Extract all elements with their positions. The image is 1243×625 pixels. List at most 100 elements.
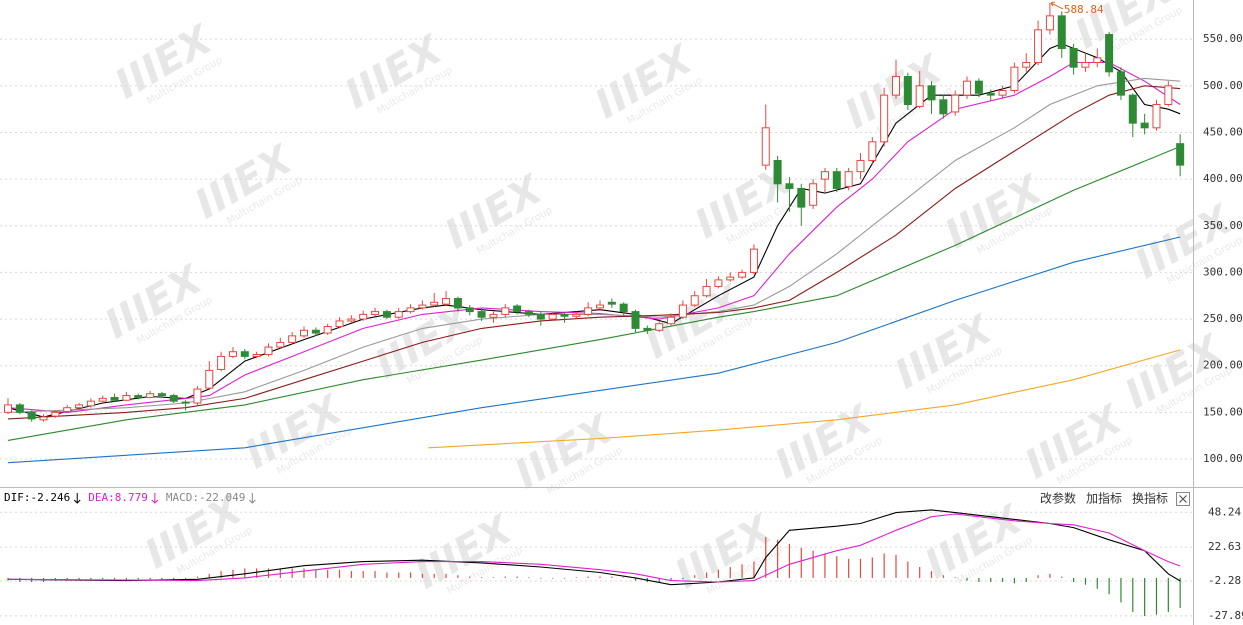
candle-body — [1140, 122, 1149, 129]
toolbar-button[interactable]: 换指标 — [1132, 491, 1168, 506]
candle-body — [335, 320, 344, 328]
candle-body — [146, 393, 155, 398]
candle-body — [714, 279, 723, 287]
candle-body — [477, 311, 486, 318]
y-tick-label: 22.63 — [1208, 540, 1241, 553]
close-button[interactable] — [1176, 492, 1190, 506]
candle-body — [963, 80, 972, 96]
legend-arrow — [248, 493, 256, 504]
candle-body — [892, 76, 900, 96]
candle-body — [974, 80, 983, 94]
candle-body — [726, 276, 735, 281]
candle-body — [643, 327, 652, 331]
y-tick-label: -2.28 — [1208, 574, 1241, 587]
candle-body — [1010, 66, 1019, 91]
candle-body — [347, 318, 356, 322]
candle-body — [406, 307, 415, 313]
candle-body — [15, 404, 24, 413]
ma-line — [428, 349, 1181, 449]
candle-body — [169, 395, 178, 402]
toolbar-button[interactable]: 加指标 — [1086, 491, 1122, 506]
candle-body — [453, 298, 462, 309]
candle-body — [288, 335, 297, 343]
candle-body — [394, 311, 403, 318]
candle-body — [560, 313, 569, 317]
legend-arrow — [151, 493, 159, 504]
y-tick-label: 200.00 — [1203, 359, 1243, 372]
candle-body — [39, 416, 48, 421]
candle-body — [951, 94, 960, 113]
candle-body — [430, 301, 439, 306]
ma-line — [7, 236, 1181, 464]
y-tick-label: 500.00 — [1203, 79, 1243, 92]
candle-body — [86, 400, 95, 407]
candle-body — [489, 313, 498, 318]
candle-body — [75, 404, 84, 409]
candle-body — [524, 311, 533, 315]
candle-body — [1152, 103, 1161, 129]
y-tick-label: -27.89 — [1208, 609, 1243, 622]
candle-body — [868, 141, 877, 161]
toolbar-button[interactable]: 改参数 — [1040, 491, 1076, 506]
candle-body — [655, 323, 664, 331]
candle-body — [584, 307, 593, 315]
candle-body — [1057, 15, 1066, 50]
candle-body — [1093, 57, 1102, 64]
candle-body — [619, 303, 628, 313]
ma-line — [7, 85, 1181, 420]
candle-body — [371, 311, 380, 315]
candle-body — [596, 304, 604, 309]
candle-body — [998, 89, 1007, 96]
candle-body — [702, 285, 711, 297]
candle-body — [856, 159, 865, 173]
candle-body — [761, 127, 770, 166]
candle-body — [27, 411, 36, 420]
high-label: 588.84 — [1064, 3, 1104, 16]
candle-body — [240, 351, 249, 357]
candle-body — [607, 301, 616, 305]
candle-body — [738, 271, 747, 278]
y-tick-label: 250.00 — [1203, 312, 1243, 325]
candle-body — [4, 404, 12, 413]
candle-body — [773, 159, 782, 185]
candle-body — [797, 187, 806, 208]
candle-body — [785, 183, 794, 189]
candle-body — [631, 311, 640, 329]
candle-body — [820, 171, 829, 180]
candle-body — [181, 401, 190, 404]
candle-body — [382, 311, 391, 318]
candle-body — [300, 329, 308, 337]
candle-body — [465, 307, 474, 313]
candle-body — [217, 355, 226, 370]
candle-body — [1022, 62, 1031, 68]
candle-body — [1164, 85, 1173, 105]
candle-body — [986, 92, 995, 96]
candle-body — [63, 407, 72, 412]
candle-body — [915, 85, 924, 107]
candle-body — [1128, 94, 1137, 124]
candle-body — [442, 298, 451, 305]
candle-body — [572, 313, 581, 317]
annotation-arrow — [1050, 1, 1064, 10]
legend-label: MACD:-22.049 — [166, 491, 245, 504]
y-tick-label: 450.00 — [1203, 125, 1243, 138]
candle-body — [359, 313, 368, 320]
candle-body — [323, 326, 332, 334]
candle-body — [264, 346, 273, 356]
candle-body — [1176, 143, 1185, 166]
y-tick-label: 300.00 — [1203, 265, 1243, 278]
candle-body — [939, 99, 948, 115]
candle-body — [903, 76, 912, 105]
legend-label: DEA:8.779 — [88, 491, 148, 504]
candle-body — [1105, 34, 1114, 73]
candle-body — [252, 354, 261, 357]
candle-body — [690, 295, 699, 306]
candle-body — [1116, 71, 1125, 96]
candle-body — [134, 395, 143, 398]
candle-body — [536, 313, 545, 320]
candle-body — [122, 395, 131, 401]
y-tick-label: 150.00 — [1203, 405, 1243, 418]
legend-label: DIF:-2.246 — [4, 491, 70, 504]
candle-body — [513, 305, 522, 313]
